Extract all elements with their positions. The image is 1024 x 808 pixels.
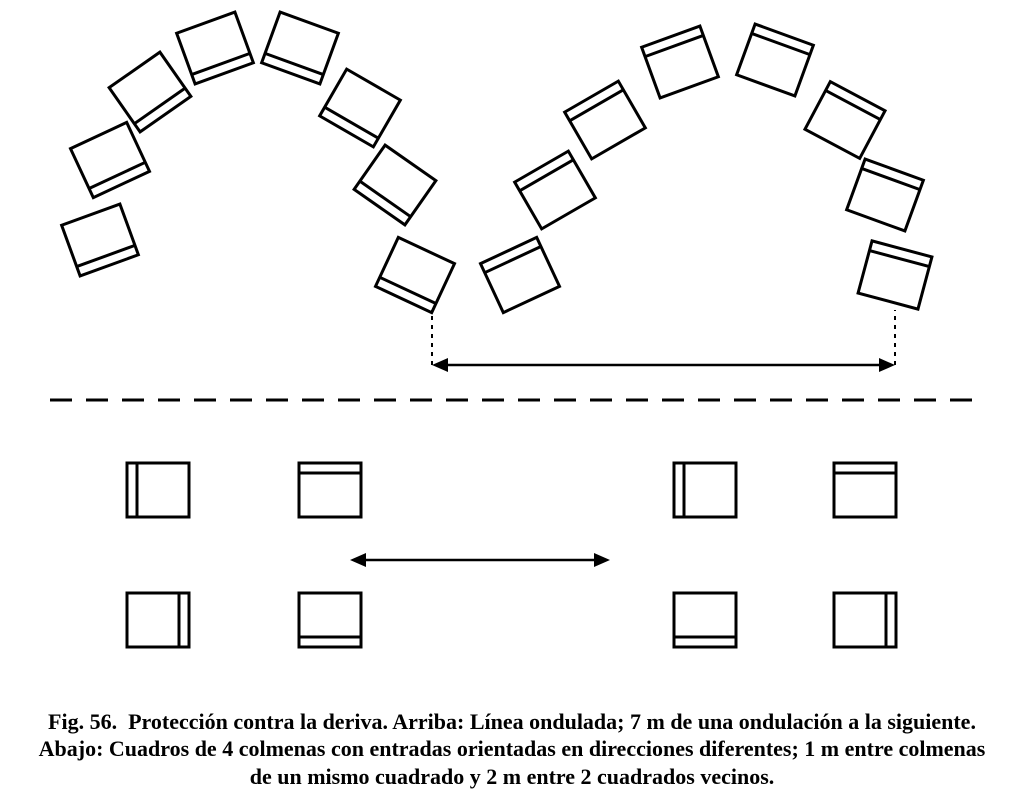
caption-prefix: Fig. 56. [48, 709, 117, 734]
hive-box [642, 26, 719, 98]
hive-box [262, 12, 339, 84]
hive-box [834, 463, 896, 517]
hive-box [737, 24, 814, 96]
hive-box [674, 463, 736, 517]
hive-box [480, 237, 559, 312]
hive-box [847, 159, 924, 231]
hive-box [674, 593, 736, 647]
caption-text: Protección contra la deriva. Arriba: Lín… [39, 709, 986, 789]
hive-box [565, 81, 646, 159]
hive-box [805, 82, 885, 159]
hive-box [515, 151, 596, 229]
hive-box [354, 145, 436, 225]
hive-box [177, 12, 254, 84]
hive-box [127, 463, 189, 517]
hive-box [299, 463, 361, 517]
diagram-svg [0, 0, 1024, 720]
hive-box [299, 593, 361, 647]
hive-box [834, 593, 896, 647]
hive-box [375, 237, 454, 312]
hive-box [858, 241, 932, 309]
top-span-arrow [432, 358, 895, 372]
hive-box [70, 122, 149, 197]
figure-container: Fig. 56. Protección contra la deriva. Ar… [0, 0, 1024, 808]
hive-box [320, 69, 401, 147]
hive-box [62, 204, 139, 276]
bottom-span-arrow [350, 553, 610, 567]
hive-box [127, 593, 189, 647]
hive-box [109, 52, 191, 132]
figure-caption: Fig. 56. Protección contra la deriva. Ar… [30, 708, 994, 791]
